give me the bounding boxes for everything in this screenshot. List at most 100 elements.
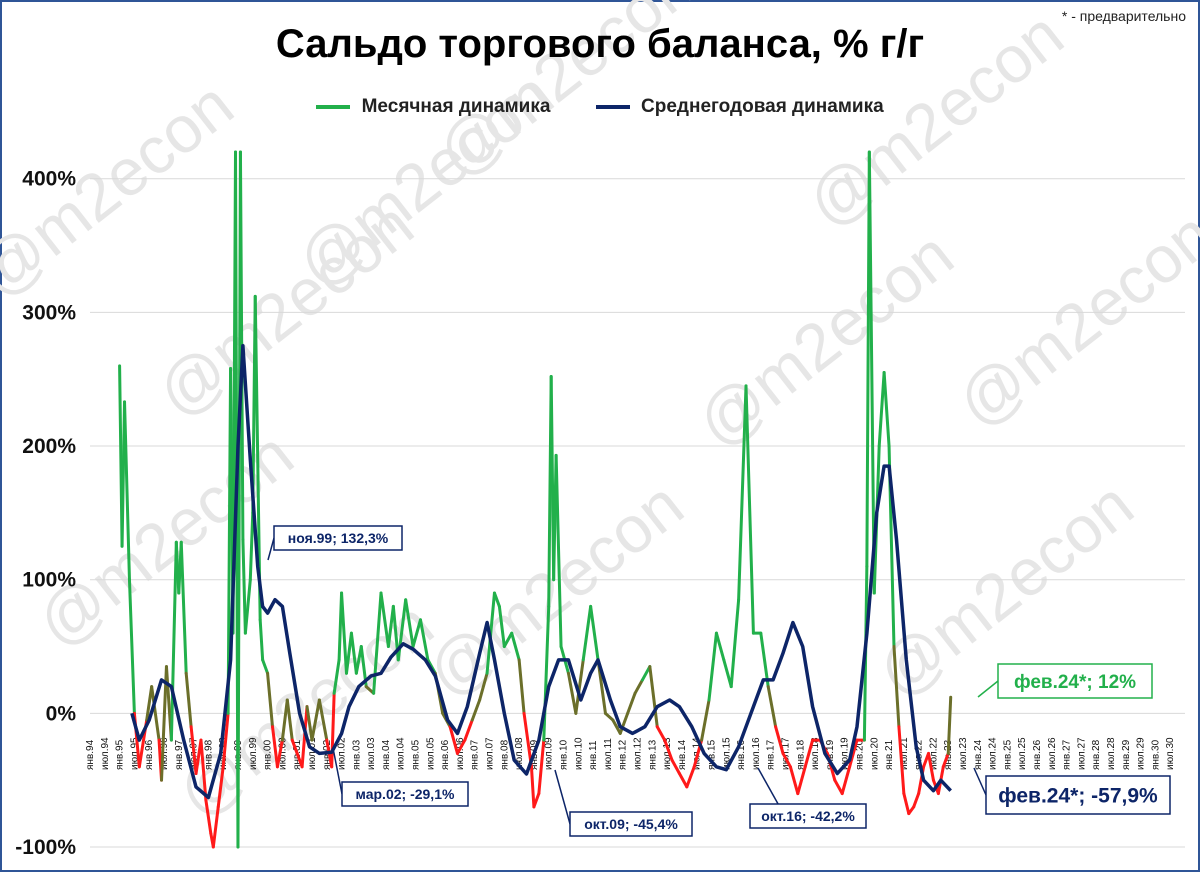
monthly-line-segment	[169, 540, 178, 742]
monthly-line-segment	[574, 658, 585, 715]
monthly-line-segment	[241, 538, 247, 635]
annual-line	[130, 344, 952, 800]
watermark-text: @m2econ	[683, 217, 966, 461]
x-tick-label: июл.30	[1165, 737, 1176, 770]
monthly-line-segment	[310, 698, 321, 742]
monthly-line-segment	[221, 711, 230, 769]
monthly-line-segment	[897, 725, 906, 796]
y-tick-label: 400%	[22, 168, 76, 191]
x-tick-label: янв.26	[1032, 739, 1043, 770]
monthly-line-segment	[411, 618, 422, 649]
monthly-line-segment	[941, 751, 950, 769]
monthly-line-segment	[700, 698, 711, 742]
monthly-line-segment	[655, 725, 667, 742]
monthly-line-segment	[455, 738, 467, 755]
x-tick-label: июл.07	[485, 737, 496, 770]
x-tick-label: июл.27	[1076, 737, 1087, 770]
x-tick-label: янв.19	[825, 739, 836, 770]
x-tick-label: июл.13	[662, 737, 673, 770]
monthly-line-segment	[379, 591, 390, 649]
x-tick-label: янв.28	[1091, 739, 1102, 770]
monthly-line-segment	[589, 604, 600, 662]
monthly-line-segment	[285, 698, 294, 742]
annotation-box	[273, 525, 403, 551]
monthly-line-segment	[781, 751, 792, 769]
x-tick-label: янв.29	[1121, 739, 1132, 770]
monthly-line-segment	[522, 711, 533, 769]
monthly-line-segment	[332, 658, 341, 695]
x-tick-label: янв.00	[263, 739, 274, 770]
monthly-line-segment	[648, 665, 659, 729]
x-tick-label: янв.05	[411, 739, 422, 770]
monthly-line-segment	[290, 738, 299, 755]
monthly-line-segment	[184, 671, 193, 729]
monthly-line-segment	[448, 725, 459, 755]
monthly-line-segment	[729, 598, 741, 689]
x-tick-label: янв.27	[1062, 739, 1073, 770]
monthly-line-segment	[663, 738, 674, 762]
monthly-line-segment	[517, 658, 526, 715]
x-tick-label: янв.04	[381, 739, 392, 770]
annotation-leader	[973, 767, 987, 796]
monthly-line-segment	[788, 765, 800, 796]
monthly-line-segment	[492, 591, 501, 608]
x-tick-label: июл.29	[1136, 737, 1147, 770]
monthly-line-segment	[927, 751, 935, 782]
annotations: ноя.99; 132,3% мар.02; -29,1% окт.09; -45,…	[267, 525, 1171, 837]
monthly-line-segment	[211, 805, 220, 849]
monthly-line-segment	[902, 792, 911, 816]
monthly-line-segment	[766, 685, 778, 729]
monthly-line-segment	[204, 798, 213, 836]
legend-item-annual: Среднегодовая динамика	[595, 96, 884, 118]
x-tick-label: июл.06	[455, 737, 466, 770]
monthly-line-segment	[261, 658, 270, 675]
x-tick-label: янв.03	[351, 739, 362, 770]
x-tick-label: янв.24	[973, 739, 984, 770]
annotation-leader	[332, 747, 343, 795]
x-tick-label: июл.24	[988, 737, 999, 770]
x-tick-label: июл.16	[751, 737, 762, 770]
monthly-line-segment	[502, 631, 514, 649]
x-tick-label: июл.28	[1106, 737, 1117, 770]
x-tick-label: янв.18	[795, 739, 806, 770]
chart-legend: Месячная динамика Среднегодовая динамика	[0, 96, 1200, 118]
monthly-line-segment	[537, 738, 546, 796]
x-tick-label: янв.94	[85, 739, 96, 770]
monthly-line-segment	[127, 578, 136, 715]
x-tick-label: янв.30	[1150, 739, 1161, 770]
footnote-preliminary: * - предварительно	[1061, 8, 1186, 24]
monthly-line-segment	[626, 691, 637, 715]
monthly-line-segment	[566, 671, 578, 715]
x-tick-label: янв.16	[736, 739, 747, 770]
watermark-text: @m2econ	[943, 197, 1200, 441]
monthly-line-segment	[532, 792, 541, 809]
monthly-line-segment	[199, 738, 208, 802]
monthly-line-segment	[330, 691, 336, 769]
x-tick-label: янв.14	[677, 739, 688, 770]
annotation-label: ноя.99; 132,3%	[288, 530, 389, 546]
monthly-line-segment	[912, 792, 921, 809]
x-tick-label: июл.20	[869, 737, 880, 770]
x-tick-label: янв.97	[174, 739, 185, 770]
x-tick-label: июл.17	[780, 737, 791, 770]
monthly-line-segment	[877, 371, 886, 448]
monthly-line-segment	[463, 718, 474, 742]
grid-lines	[90, 178, 1185, 848]
annotation-label: мар.02; -29,1%	[356, 786, 455, 802]
x-tick-label: янв.15	[706, 739, 717, 770]
annotation-box	[341, 781, 469, 807]
x-tick-label: янв.13	[647, 739, 658, 770]
monthly-line-segment	[317, 698, 329, 742]
x-tick-label: июл.22	[928, 737, 939, 770]
x-tick-label: июл.23	[958, 737, 969, 770]
monthly-line-segment	[744, 384, 755, 635]
monthly-line-segment	[685, 765, 696, 789]
monthly-line-segment	[344, 631, 353, 675]
monthly-line-segment	[840, 765, 852, 796]
monthly-line-segment	[123, 400, 131, 582]
x-tick-label: июл.94	[100, 737, 111, 770]
monthly-line-segment	[707, 631, 718, 702]
monthly-line-segment	[759, 631, 770, 689]
